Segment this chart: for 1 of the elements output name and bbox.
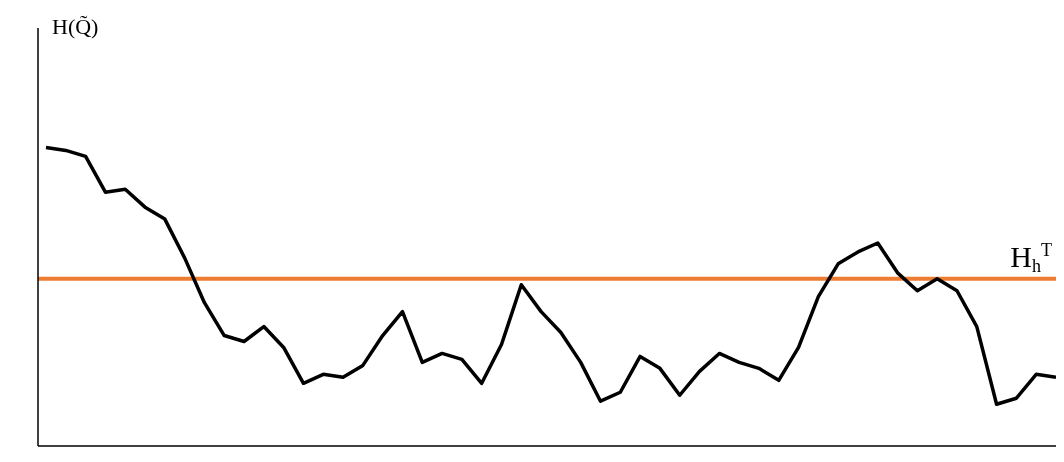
- y-axis-title: H(Q̃): [52, 14, 99, 39]
